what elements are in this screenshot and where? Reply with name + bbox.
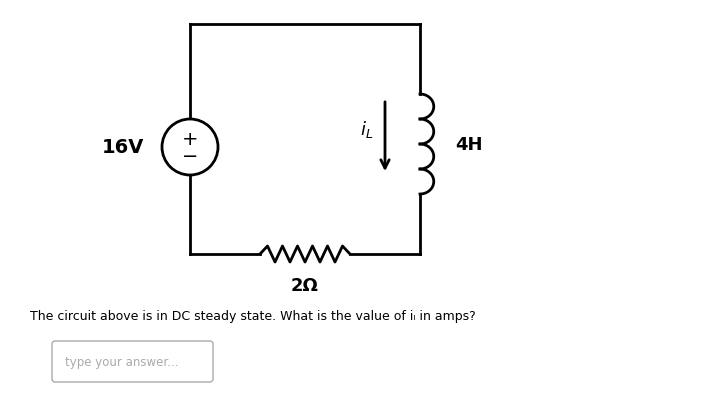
Text: type your answer...: type your answer...	[65, 355, 179, 368]
Text: 4H: 4H	[455, 136, 482, 153]
Text: +: +	[181, 129, 198, 148]
Text: $i_L$: $i_L$	[360, 119, 373, 140]
Text: 2Ω: 2Ω	[291, 276, 319, 294]
Ellipse shape	[162, 120, 218, 175]
Text: The circuit above is in DC steady state. What is the value of iₗ in amps?: The circuit above is in DC steady state.…	[30, 309, 476, 322]
Text: −: −	[182, 147, 198, 166]
Text: 16V: 16V	[102, 138, 144, 157]
FancyBboxPatch shape	[52, 341, 213, 382]
